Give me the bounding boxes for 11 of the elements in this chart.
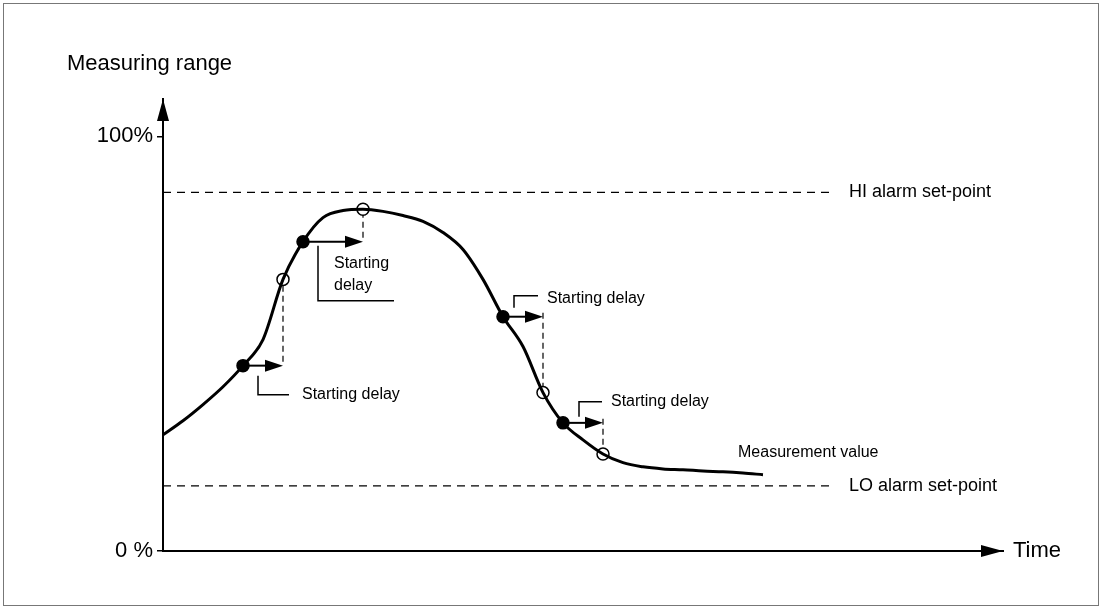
ref-line-label: HI alarm set-point [849, 181, 992, 202]
annotation: Starting delay [302, 385, 400, 403]
x-axis-title: Time [1013, 537, 1062, 563]
y-axis-title: Measuring range [67, 50, 233, 76]
annotation: Measurement value [738, 443, 879, 461]
annotation: Starting delay [547, 289, 645, 307]
annotation: Starting delay [611, 392, 709, 410]
ref-line-label: LO alarm set-point [849, 474, 998, 495]
annotation: Starting delay [334, 254, 390, 294]
y-tick-label: 0 % [115, 537, 153, 563]
y-tick-label: 100% [96, 122, 153, 148]
